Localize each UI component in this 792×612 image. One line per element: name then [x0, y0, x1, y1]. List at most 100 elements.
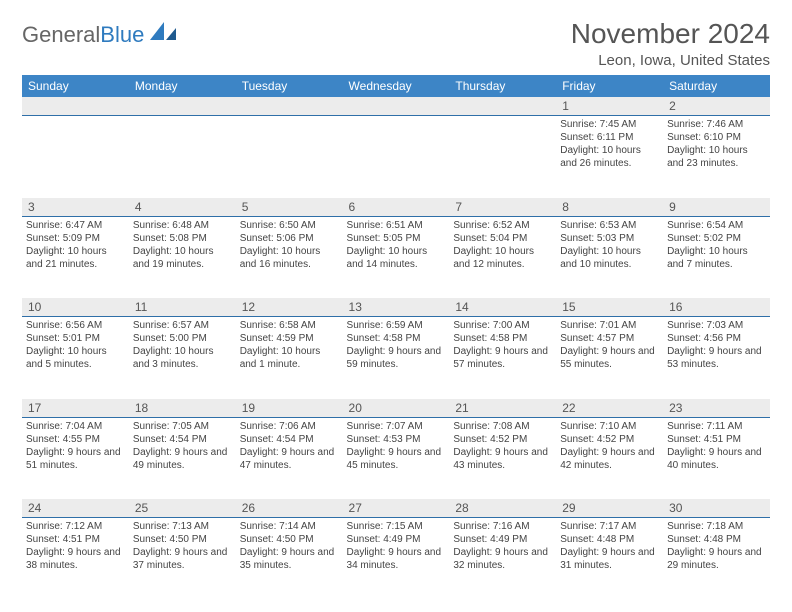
sunrise-line: Sunrise: 7:13 AM — [133, 520, 232, 533]
daylight-line: Daylight: 10 hours and 19 minutes. — [133, 245, 232, 271]
day-cell: Sunrise: 7:15 AMSunset: 4:49 PMDaylight:… — [343, 518, 450, 600]
day-number: 27 — [343, 499, 450, 518]
day-cell: Sunrise: 6:51 AMSunset: 5:05 PMDaylight:… — [343, 216, 450, 298]
sunset-line: Sunset: 5:03 PM — [560, 232, 659, 245]
day-number: 6 — [343, 198, 450, 217]
day-number: 11 — [129, 298, 236, 317]
day-cell: Sunrise: 7:17 AMSunset: 4:48 PMDaylight:… — [556, 518, 663, 600]
weekday-header: Wednesday — [343, 75, 450, 97]
sunset-line: Sunset: 4:58 PM — [347, 332, 446, 345]
sunset-line: Sunset: 4:50 PM — [240, 533, 339, 546]
daylight-line: Daylight: 9 hours and 57 minutes. — [453, 345, 552, 371]
daylight-line: Daylight: 10 hours and 12 minutes. — [453, 245, 552, 271]
day-number: 17 — [22, 399, 129, 418]
sunset-line: Sunset: 4:54 PM — [240, 433, 339, 446]
sunset-line: Sunset: 6:10 PM — [667, 131, 766, 144]
day-cell: Sunrise: 7:14 AMSunset: 4:50 PMDaylight:… — [236, 518, 343, 600]
day-number: 3 — [22, 198, 129, 217]
detail-row: Sunrise: 7:45 AMSunset: 6:11 PMDaylight:… — [22, 116, 770, 198]
day-number: 12 — [236, 298, 343, 317]
daylight-line: Daylight: 9 hours and 42 minutes. — [560, 446, 659, 472]
sunrise-line: Sunrise: 7:14 AM — [240, 520, 339, 533]
day-number: 7 — [449, 198, 556, 217]
day-cell: Sunrise: 6:56 AMSunset: 5:01 PMDaylight:… — [22, 317, 129, 399]
day-cell: Sunrise: 6:53 AMSunset: 5:03 PMDaylight:… — [556, 216, 663, 298]
daylight-line: Daylight: 9 hours and 45 minutes. — [347, 446, 446, 472]
day-number — [22, 97, 129, 116]
daylight-line: Daylight: 9 hours and 40 minutes. — [667, 446, 766, 472]
sunrise-line: Sunrise: 6:53 AM — [560, 219, 659, 232]
daylight-line: Daylight: 9 hours and 37 minutes. — [133, 546, 232, 572]
sunrise-line: Sunrise: 7:11 AM — [667, 420, 766, 433]
day-cell: Sunrise: 6:47 AMSunset: 5:09 PMDaylight:… — [22, 216, 129, 298]
sunrise-line: Sunrise: 7:06 AM — [240, 420, 339, 433]
sail-icon — [150, 22, 176, 48]
sunset-line: Sunset: 5:00 PM — [133, 332, 232, 345]
calendar-table: SundayMondayTuesdayWednesdayThursdayFrid… — [22, 75, 770, 600]
sunrise-line: Sunrise: 7:08 AM — [453, 420, 552, 433]
day-number: 10 — [22, 298, 129, 317]
sunrise-line: Sunrise: 7:12 AM — [26, 520, 125, 533]
day-number: 19 — [236, 399, 343, 418]
sunset-line: Sunset: 5:02 PM — [667, 232, 766, 245]
day-number: 22 — [556, 399, 663, 418]
sunrise-line: Sunrise: 6:56 AM — [26, 319, 125, 332]
sunset-line: Sunset: 4:51 PM — [26, 533, 125, 546]
day-number: 28 — [449, 499, 556, 518]
day-number: 13 — [343, 298, 450, 317]
daylight-line: Daylight: 9 hours and 32 minutes. — [453, 546, 552, 572]
day-number: 5 — [236, 198, 343, 217]
detail-row: Sunrise: 6:56 AMSunset: 5:01 PM Daylight:… — [22, 317, 770, 399]
sunset-line: Sunset: 4:48 PM — [667, 533, 766, 546]
day-cell: Sunrise: 7:07 AMSunset: 4:53 PMDaylight:… — [343, 417, 450, 499]
sunrise-line: Sunrise: 7:07 AM — [347, 420, 446, 433]
day-cell: Sunrise: 6:59 AMSunset: 4:58 PMDaylight:… — [343, 317, 450, 399]
daylight-line: Daylight: 10 hours and 23 minutes. — [667, 144, 766, 170]
weekday-header: Saturday — [663, 75, 770, 97]
daylight-line: Daylight: 10 hours and 16 minutes. — [240, 245, 339, 271]
daylight-line: Daylight: 10 hours and 7 minutes. — [667, 245, 766, 271]
day-cell: Sunrise: 7:10 AMSunset: 4:52 PMDaylight:… — [556, 417, 663, 499]
day-cell: Sunrise: 6:48 AMSunset: 5:08 PMDaylight:… — [129, 216, 236, 298]
daylight-line: Daylight: 9 hours and 51 minutes. — [26, 446, 125, 472]
sunset-line: Sunset: 4:54 PM — [133, 433, 232, 446]
day-number: 23 — [663, 399, 770, 418]
day-cell — [129, 116, 236, 198]
daylight-line: Daylight: 10 hours and 1 minute. — [240, 345, 339, 371]
sunrise-line: Sunrise: 7:17 AM — [560, 520, 659, 533]
day-cell: Sunrise: 7:04 AMSunset: 4:55 PMDaylight:… — [22, 417, 129, 499]
weekday-header: Friday — [556, 75, 663, 97]
day-cell — [343, 116, 450, 198]
day-number: 30 — [663, 499, 770, 518]
sunrise-line: Sunrise: 7:10 AM — [560, 420, 659, 433]
sunrise-line: Sunrise: 7:46 AM — [667, 118, 766, 131]
day-cell: Sunrise: 6:58 AMSunset: 4:59 PMDaylight:… — [236, 317, 343, 399]
day-number: 15 — [556, 298, 663, 317]
detail-row: Sunrise: 6:47 AMSunset: 5:09 PMDaylight:… — [22, 216, 770, 298]
sunset-line: Sunset: 5:06 PM — [240, 232, 339, 245]
sunrise-line: Sunrise: 7:03 AM — [667, 319, 766, 332]
location: Leon, Iowa, United States — [571, 52, 770, 69]
day-cell: Sunrise: 6:50 AMSunset: 5:06 PMDaylight:… — [236, 216, 343, 298]
logo-text-gray: General — [22, 22, 100, 48]
daylight-line: Daylight: 9 hours and 43 minutes. — [453, 446, 552, 472]
day-cell: Sunrise: 7:08 AMSunset: 4:52 PMDaylight:… — [449, 417, 556, 499]
weekday-header: Sunday — [22, 75, 129, 97]
daylight-line: Daylight: 9 hours and 35 minutes. — [240, 546, 339, 572]
day-number: 20 — [343, 399, 450, 418]
day-number — [129, 97, 236, 116]
day-cell: Sunrise: 7:03 AMSunset: 4:56 PMDaylight:… — [663, 317, 770, 399]
day-cell — [449, 116, 556, 198]
daynum-row: 12 — [22, 97, 770, 116]
sunset-line: Sunset: 5:01 PM — [26, 332, 125, 345]
logo-text-blue: Blue — [100, 22, 144, 48]
sunset-line: Sunset: 4:48 PM — [560, 533, 659, 546]
day-number: 8 — [556, 198, 663, 217]
weekday-header: Tuesday — [236, 75, 343, 97]
sunrise-line: Sunrise: 6:57 AM — [133, 319, 232, 332]
day-cell: Sunrise: 7:46 AMSunset: 6:10 PMDaylight:… — [663, 116, 770, 198]
sunrise-line: Sunrise: 7:04 AM — [26, 420, 125, 433]
daylight-line: Daylight: 9 hours and 31 minutes. — [560, 546, 659, 572]
sunset-line: Sunset: 5:04 PM — [453, 232, 552, 245]
day-number: 18 — [129, 399, 236, 418]
